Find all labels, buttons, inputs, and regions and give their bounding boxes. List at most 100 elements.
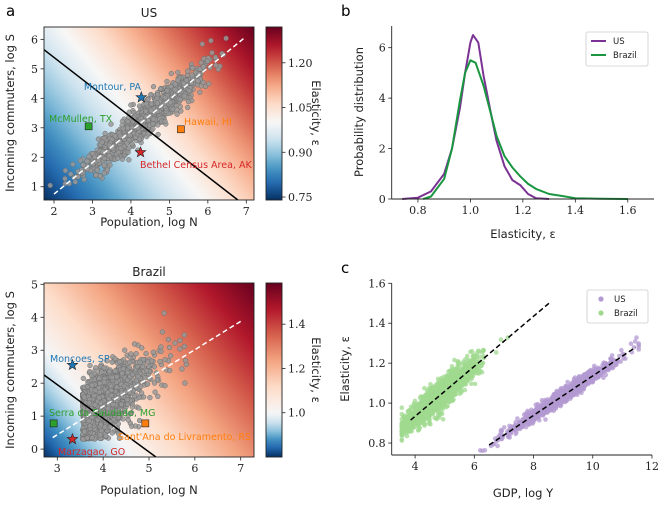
data-point [109, 430, 115, 436]
data-point [62, 176, 68, 182]
brazil-title: Brazil [132, 265, 166, 279]
data-point [118, 401, 125, 407]
data-point-us [501, 425, 507, 430]
data-point [174, 106, 180, 113]
data-point [47, 182, 53, 189]
data-point [177, 97, 184, 103]
data-point [162, 357, 168, 363]
data-point-us [619, 347, 624, 353]
data-point [209, 50, 215, 56]
data-point [165, 336, 172, 343]
data-point [157, 86, 164, 92]
y-tick-label: 3 [31, 122, 38, 135]
data-point [102, 130, 108, 137]
x-tick-label: 2 [51, 205, 58, 218]
data-point [157, 358, 163, 365]
highlight-label: Marzagao, GO [58, 447, 125, 458]
data-point [81, 429, 88, 435]
data-point [140, 363, 146, 370]
data-point [88, 372, 95, 378]
data-point-us [571, 376, 577, 382]
data-point [154, 377, 160, 383]
data-point-us [558, 390, 563, 396]
y-tick-label: 6 [379, 42, 386, 55]
data-point-us [545, 410, 550, 415]
data-point [120, 366, 126, 372]
data-point [131, 341, 138, 347]
data-point [168, 70, 174, 77]
x-tick-label: 1.4 [567, 204, 585, 217]
colorbar [265, 282, 283, 458]
data-point [162, 95, 168, 101]
data-point [93, 172, 99, 178]
data-point [115, 149, 122, 155]
plot-content [44, 35, 245, 200]
y-tick-label: 0 [31, 443, 38, 456]
fit-line [53, 37, 245, 195]
data-point [186, 87, 192, 94]
data-point [99, 369, 105, 375]
data-point [97, 173, 103, 179]
x-tick-label: 4 [127, 205, 134, 218]
data-point [136, 405, 142, 411]
data-point-us [545, 399, 550, 404]
data-point-us [480, 448, 485, 454]
data-point [94, 167, 100, 173]
data-point [98, 421, 104, 428]
data-point [126, 109, 132, 115]
highlight-label: Bethel Census Area, AK [140, 160, 252, 171]
data-point [134, 363, 141, 370]
y-tick-label: 1 [31, 410, 38, 423]
colorbar-tick-label: 1.4 [288, 318, 306, 331]
data-point [182, 357, 189, 364]
data-point [84, 435, 90, 441]
b-y-label: Probability distribution [352, 47, 366, 177]
data-point [162, 383, 168, 389]
data-point-us [513, 431, 518, 437]
legend-label: Brazil [613, 51, 637, 61]
data-point [101, 365, 107, 371]
data-point [131, 393, 138, 399]
us-colorbar-label: Elasticity, ε [309, 80, 323, 146]
series-line-brazil [422, 59, 628, 200]
data-point [92, 387, 98, 394]
y-tick-label: 2 [379, 143, 386, 156]
data-point [102, 144, 108, 151]
data-point [93, 365, 99, 371]
data-point [145, 131, 151, 137]
plot-frame [43, 26, 255, 201]
data-point [115, 421, 122, 427]
data-point [114, 384, 120, 390]
data-point [150, 84, 157, 90]
data-point [148, 358, 155, 364]
y-tick-label: 4 [379, 92, 386, 105]
data-point [148, 101, 155, 107]
y-tick-label: 1 [31, 181, 38, 194]
colorbar-tick-label: 1.0 [288, 407, 306, 420]
y-tick-label: 6 [31, 33, 38, 46]
data-point [101, 155, 108, 162]
data-point [212, 54, 219, 60]
data-point [129, 371, 136, 378]
data-point [143, 368, 150, 374]
data-point [181, 343, 188, 350]
data-point [206, 81, 212, 87]
data-point [143, 108, 149, 114]
data-point [77, 157, 84, 164]
data-point [152, 389, 158, 395]
data-point [70, 161, 76, 167]
data-point [182, 380, 188, 386]
data-point [175, 77, 181, 83]
data-point [145, 96, 151, 103]
colorbar-tick-label: 0.90 [288, 146, 313, 159]
data-point [126, 145, 132, 151]
data-point [117, 133, 123, 139]
y-tick-label: 5 [31, 63, 38, 76]
x-tick-label: 3 [89, 205, 96, 218]
data-point [167, 353, 174, 359]
highlight-label: Moncoes, SP [50, 354, 110, 365]
us-x-label: Population, log N [100, 215, 198, 229]
data-point [172, 81, 178, 87]
